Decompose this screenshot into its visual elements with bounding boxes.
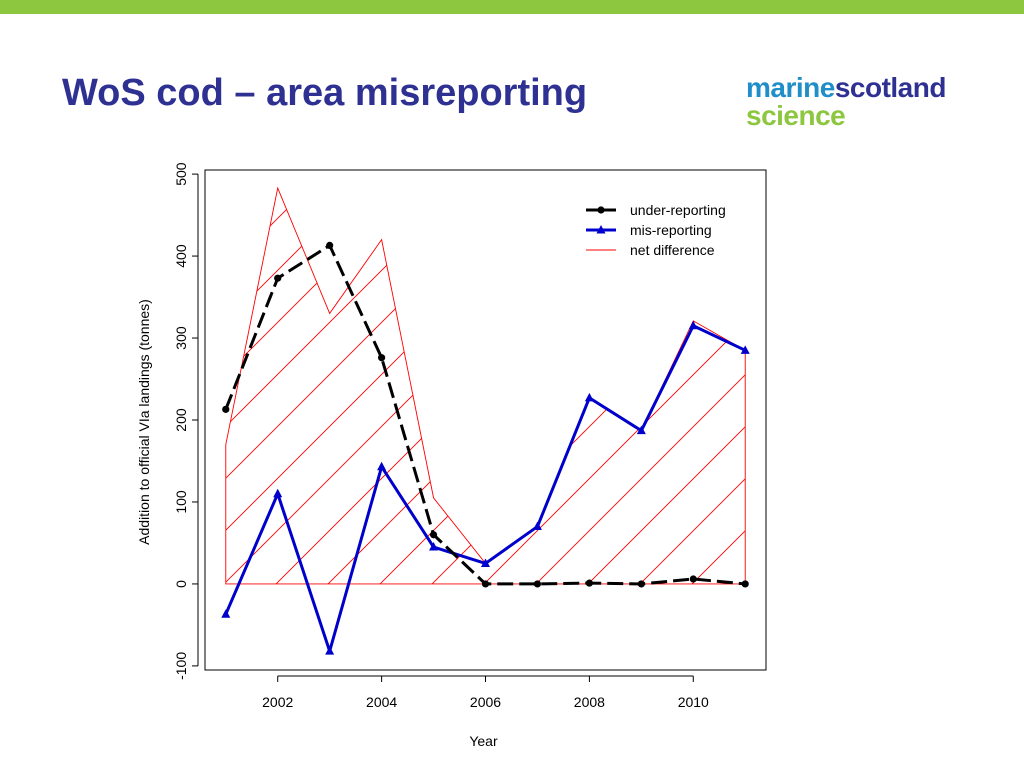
hatch-line — [972, 120, 1024, 720]
hatch-line — [868, 120, 1024, 720]
mis-reporting-point — [636, 425, 646, 435]
mis-reporting-point — [481, 558, 490, 567]
hatch-line — [225, 188, 533, 584]
hatch-line — [764, 120, 1024, 720]
hatch-line — [225, 188, 429, 584]
y-tick-label: 100 — [173, 490, 189, 514]
y-tick-label: 400 — [173, 244, 189, 268]
hatch-line — [243, 188, 746, 584]
legend-entry-label: net difference — [630, 242, 715, 258]
x-tick-label: 2002 — [262, 694, 293, 710]
x-tick-label: 2008 — [574, 694, 605, 710]
under-reporting-point — [222, 405, 230, 413]
under-reporting-point — [481, 580, 490, 588]
logo-word-scotland: scotland — [834, 72, 947, 103]
chart-legend: under-reporting mis-reporting net differen… — [586, 202, 726, 258]
hatch-line — [0, 120, 12, 720]
under-reporting-point — [689, 575, 697, 583]
hatch-line — [225, 188, 585, 584]
hatch-line — [295, 188, 746, 584]
hatch-line — [920, 120, 1024, 720]
y-tick-label: 0 — [173, 580, 189, 588]
hatch-line — [225, 188, 325, 584]
y-tick-label: 300 — [173, 326, 189, 350]
mis-reporting-point — [273, 488, 283, 498]
hatch-line — [816, 120, 1024, 720]
under-reporting-point — [274, 274, 282, 282]
legend-marker — [596, 225, 606, 234]
logo-word-science: science — [746, 100, 846, 131]
legend-entry-label: mis-reporting — [630, 222, 712, 238]
net-difference-hatching — [0, 120, 1024, 720]
legend-marker — [597, 206, 605, 214]
x-tick-label: 2006 — [470, 694, 501, 710]
x-tick-label: 2004 — [366, 694, 397, 710]
under-reporting-point — [326, 241, 334, 250]
top-accent-bar — [0, 0, 1024, 14]
under-reporting-point — [741, 580, 749, 588]
hatch-line — [711, 188, 746, 584]
y-tick-label: -100 — [173, 652, 189, 680]
hatch-line — [225, 188, 481, 584]
mis-reporting-point — [532, 521, 542, 531]
hatch-line — [225, 188, 377, 584]
y-axis-label: Addition to official VIa landings (tonne… — [136, 299, 152, 545]
x-axis-label: Year — [469, 733, 498, 749]
mis-reporting-point — [740, 345, 750, 354]
hatch-line — [399, 188, 746, 584]
under-reporting-point — [378, 354, 386, 362]
mis-reporting-point — [688, 320, 698, 330]
plot-frame — [204, 169, 767, 671]
y-tick-label: 500 — [173, 162, 189, 186]
mis-reporting-point — [325, 646, 335, 655]
hatch-line — [451, 188, 746, 584]
mis-reporting-point — [429, 542, 439, 551]
mis-reporting-point — [221, 609, 231, 618]
y-tick-label: 200 — [173, 408, 189, 432]
under-reporting-point — [533, 580, 542, 588]
chart-axes: -100 0 100 200 300 400 500 2002 2004 2006 2008 2010… — [136, 162, 709, 749]
slide-title: WoS cod – area misreporting — [62, 72, 588, 114]
mis-reporting-point — [377, 461, 387, 471]
under-reporting-point — [429, 531, 438, 539]
logo-word-marine: marine — [746, 72, 835, 103]
x-tick-label: 2010 — [678, 694, 709, 710]
logo-line-1: marinescotland — [746, 74, 946, 102]
under-reporting-point — [637, 580, 645, 588]
hatch-line — [0, 120, 64, 720]
under-reporting-point — [585, 579, 593, 587]
chart-series — [221, 241, 750, 655]
marine-scotland-science-logo: marinescotland science — [746, 74, 946, 130]
legend-entry-label: under-reporting — [630, 202, 726, 218]
mis-reporting-point — [584, 392, 594, 402]
hatch-line — [0, 120, 116, 720]
hatch-lines — [0, 120, 1024, 720]
